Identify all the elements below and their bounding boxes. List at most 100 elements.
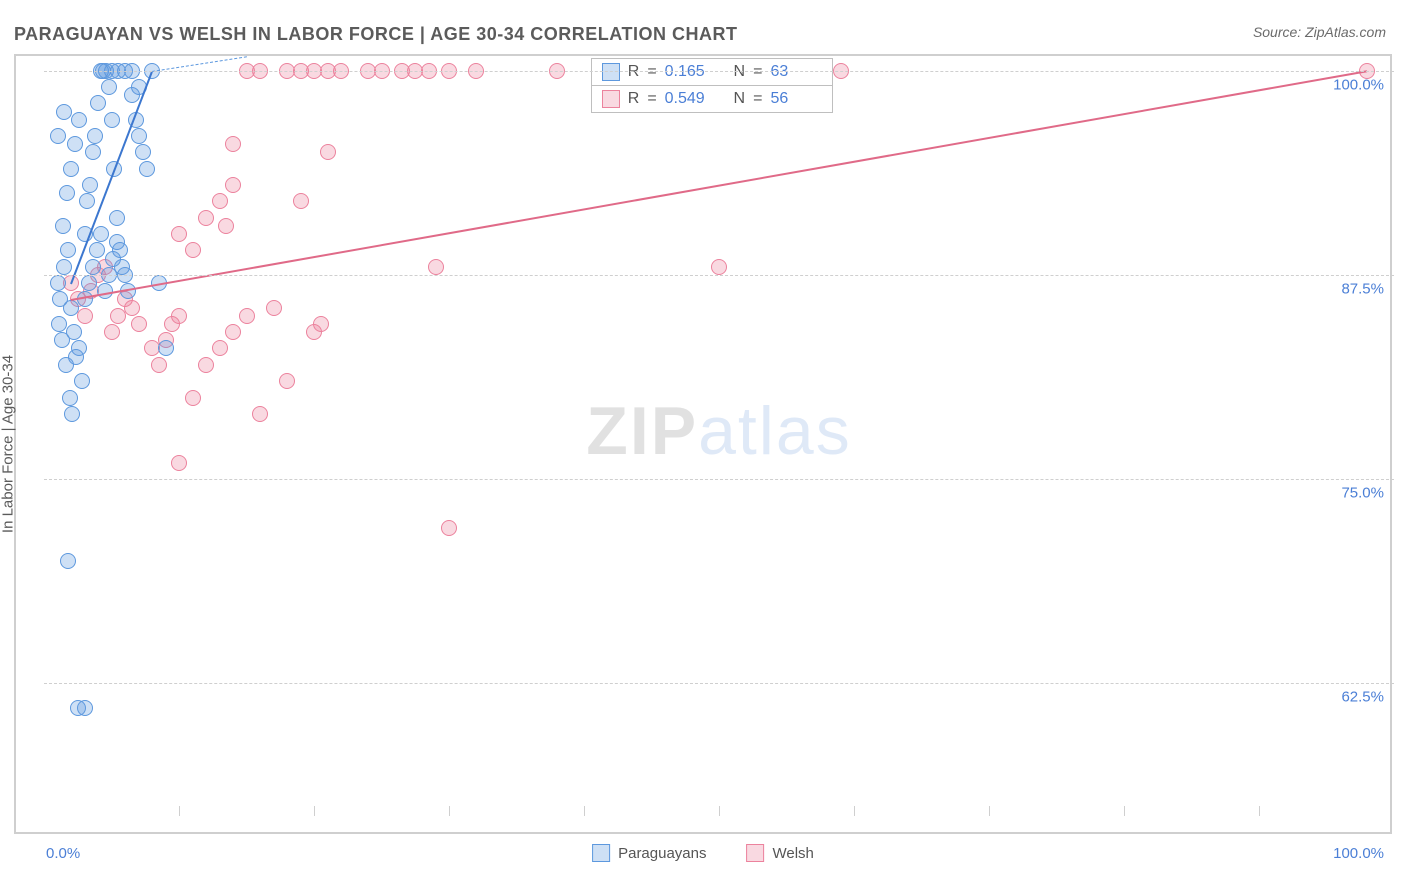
scatter-point-a [131, 128, 147, 144]
scatter-point-a [89, 242, 105, 258]
scatter-point-b [293, 193, 309, 209]
scatter-point-b [279, 373, 295, 389]
scatter-point-a [74, 373, 90, 389]
scatter-point-b [198, 357, 214, 373]
stats-n-label: N [725, 90, 745, 108]
x-tick [1124, 806, 1125, 816]
legend-swatch-b [747, 844, 765, 862]
scatter-point-a [101, 79, 117, 95]
scatter-point-b [131, 316, 147, 332]
scatter-point-b [428, 259, 444, 275]
scatter-point-b [185, 242, 201, 258]
stats-row: R=0.549 N=56 [592, 86, 833, 112]
scatter-point-a [71, 340, 87, 356]
stats-swatch [602, 90, 620, 108]
scatter-point-b [198, 210, 214, 226]
scatter-point-a [81, 275, 97, 291]
scatter-point-a [54, 332, 70, 348]
scatter-point-a [85, 144, 101, 160]
watermark-left: ZIP [586, 393, 698, 469]
scatter-point-a [63, 161, 79, 177]
x-axis-max-label: 100.0% [1333, 845, 1384, 862]
scatter-point-b [124, 300, 140, 316]
x-tick [1259, 806, 1260, 816]
plot-area: ZIPatlas R=0.165 N=63R=0.549 N=56 [44, 56, 1394, 806]
scatter-point-a [56, 104, 72, 120]
scatter-point-a [90, 95, 106, 111]
scatter-point-a [79, 193, 95, 209]
scatter-point-a [60, 553, 76, 569]
scatter-point-b [212, 340, 228, 356]
x-tick [449, 806, 450, 816]
stats-n-value: 56 [770, 90, 822, 108]
grid-line [44, 683, 1394, 684]
x-tick [854, 806, 855, 816]
watermark: ZIPatlas [586, 392, 851, 470]
scatter-point-b [252, 406, 268, 422]
chart-title: PARAGUAYAN VS WELSH IN LABOR FORCE | AGE… [14, 24, 737, 45]
watermark-right: atlas [698, 393, 852, 469]
x-axis-min-label: 0.0% [46, 845, 80, 862]
grid-label: 75.0% [1341, 485, 1384, 502]
legend-item-a: Paraguayans [592, 844, 706, 862]
legend-item-b: Welsh [747, 844, 814, 862]
scatter-point-a [93, 226, 109, 242]
scatter-point-b [711, 259, 727, 275]
bottom-legend: Paraguayans Welsh [592, 844, 814, 862]
grid-line [44, 71, 1394, 72]
grid-line [44, 479, 1394, 480]
scatter-point-b [266, 300, 282, 316]
scatter-point-b [171, 455, 187, 471]
scatter-point-b [225, 136, 241, 152]
scatter-point-a [67, 136, 83, 152]
scatter-point-a [139, 161, 155, 177]
scatter-point-b [313, 316, 329, 332]
stats-eq: = [647, 90, 656, 108]
legend-label-a: Paraguayans [618, 845, 706, 862]
scatter-point-a [50, 128, 66, 144]
scatter-point-a [58, 357, 74, 373]
x-tick [179, 806, 180, 816]
scatter-point-b [441, 520, 457, 536]
scatter-point-b [239, 308, 255, 324]
scatter-point-a [51, 316, 67, 332]
scatter-point-a [60, 242, 76, 258]
x-tick [584, 806, 585, 816]
scatter-point-b [320, 144, 336, 160]
scatter-point-a [56, 259, 72, 275]
scatter-point-b [212, 193, 228, 209]
scatter-point-a [77, 700, 93, 716]
scatter-point-b [104, 324, 120, 340]
x-tick [989, 806, 990, 816]
scatter-point-a [104, 112, 120, 128]
grid-line [44, 275, 1394, 276]
scatter-point-a [71, 112, 87, 128]
stats-r-value: 0.549 [665, 90, 717, 108]
legend-swatch-a [592, 844, 610, 862]
scatter-point-a [158, 340, 174, 356]
scatter-point-b [77, 308, 93, 324]
scatter-point-a [85, 259, 101, 275]
grid-label: 87.5% [1341, 280, 1384, 297]
grid-label: 62.5% [1341, 689, 1384, 706]
stats-eq: = [753, 90, 762, 108]
trendline-a-dashed [152, 56, 247, 72]
scatter-point-a [87, 128, 103, 144]
x-tick [719, 806, 720, 816]
stats-row: R=0.165 N=63 [592, 59, 833, 86]
scatter-point-a [59, 185, 75, 201]
scatter-point-a [82, 177, 98, 193]
source-label: Source: ZipAtlas.com [1253, 24, 1386, 40]
chart-frame: In Labor Force | Age 30-34 ZIPatlas R=0.… [14, 54, 1392, 834]
scatter-point-b [171, 308, 187, 324]
scatter-point-b [151, 357, 167, 373]
scatter-point-a [109, 210, 125, 226]
y-axis-label: In Labor Force | Age 30-34 [0, 355, 17, 533]
x-tick [314, 806, 315, 816]
scatter-point-a [50, 275, 66, 291]
scatter-point-a [105, 251, 121, 267]
scatter-point-a [64, 406, 80, 422]
scatter-point-a [55, 218, 71, 234]
scatter-point-b [171, 226, 187, 242]
scatter-point-b [218, 218, 234, 234]
